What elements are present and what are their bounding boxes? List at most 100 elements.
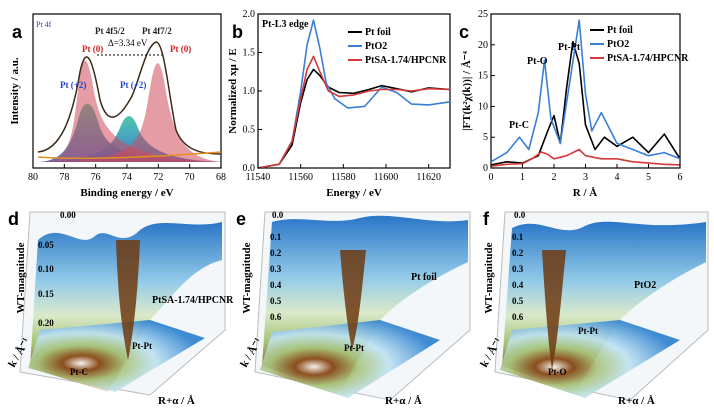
panel-d-wt-surface: 0.00 0.05 0.10 0.15 0.20 WT-magnitude Pt…	[6, 210, 234, 407]
panel-f-ztick-6: 0.6	[512, 312, 524, 322]
panel-letter-d: d	[8, 209, 19, 229]
panel-a-peak-pt2-2	[40, 116, 221, 162]
panel-a-xtick-2: 76	[91, 172, 101, 183]
panel-c-legend-0: Pt foil	[607, 25, 633, 36]
panel-c-xticks: 0 1 2 3 4 5 6	[489, 164, 683, 183]
panel-letter-a: a	[12, 22, 23, 42]
panel-e-peak-ptpt: Pt-Pt	[344, 343, 364, 353]
panel-b-xanes: Pt-L3 edge 11540 11560 11580 11600 11620 0.0…	[227, 9, 451, 199]
panel-b-xtick-0: 11540	[246, 172, 271, 183]
panel-e-ztick-4: 0.4	[270, 280, 282, 290]
panel-a-label-pt0-right: Pt (0)	[170, 44, 191, 54]
panel-d-ztick-2: 0.10	[38, 264, 54, 274]
panel-c-ytick-4: 20	[478, 40, 488, 51]
panel-e-ztick-0: 0.0	[272, 210, 284, 220]
panel-d-peak-ptc: Pt-C	[70, 367, 88, 377]
panel-b-ytick-2: 1.0	[243, 86, 256, 97]
panel-d-sample-label: PtSA-1.74/HPCNR	[152, 295, 234, 306]
panel-c-xtick-0: 0	[489, 172, 494, 183]
panel-a-peak-pt0-1	[40, 60, 221, 162]
panel-b-edge-label: Pt-L3 edge	[262, 19, 309, 30]
panel-a-xtick-4: 72	[153, 172, 163, 183]
panel-e-well	[340, 250, 366, 350]
panel-c-annot-pto: Pt-O	[527, 56, 548, 67]
panel-b-frame	[257, 13, 451, 169]
panel-b-legend-2: PtSA-1.74/HPCNR	[365, 55, 447, 66]
panel-b-yticks: 0.0 0.5 1.0 1.5 2.0	[243, 9, 262, 174]
panel-d-zlabel: WT-magnitude	[15, 242, 27, 313]
panel-a-label-pt4f52: Pt 4f5/2	[95, 26, 125, 36]
panel-c-line-2	[490, 148, 681, 167]
panel-c-exafs: 0 1 2 3 4 5 6 0 5 10 15 20 25 R / Å |FT(k²χ(k))| / …	[461, 9, 689, 199]
panel-c-xtick-5: 5	[646, 172, 651, 183]
panel-a-xps: Pt 4f Pt 4f5/2 Pt 4f7/2 Pt (0) Pt (0) Δ=…	[9, 13, 226, 199]
panel-c-yticks: 0 5 10 15 20 25	[478, 9, 495, 174]
panel-f-ztick-1: 0.1	[512, 232, 524, 242]
panel-a-xtick-6: 68	[216, 172, 226, 183]
panel-a-xtick-0: 80	[28, 172, 38, 183]
panel-f-peak-ptpt: Pt-Pt	[578, 326, 598, 336]
panel-c-ytick-0: 0	[483, 163, 488, 174]
panel-c-xtick-6: 6	[678, 172, 683, 183]
panel-b-ytick-4: 2.0	[243, 9, 256, 20]
panel-f-ztick-0: 0.0	[514, 210, 526, 220]
panel-e-ztick-3: 0.3	[270, 264, 282, 274]
panel-letter-b: b	[232, 22, 243, 42]
panel-f-ztick-5: 0.5	[512, 296, 524, 306]
panel-letter-c: c	[459, 22, 469, 42]
panel-b-legend: Pt foil PtO2 PtSA-1.74/HPCNR	[348, 27, 447, 66]
panel-d-well	[116, 240, 140, 360]
panel-d-ztick-0: 0.00	[60, 210, 76, 220]
panel-c-xtick-1: 1	[520, 172, 525, 183]
panel-a-xlabel: Binding energy / eV	[80, 187, 173, 199]
panel-f-ztick-2: 0.2	[512, 248, 524, 258]
panel-b-line-0	[257, 68, 451, 169]
panel-a-xtick-3: 74	[122, 172, 132, 183]
panel-letter-e: e	[236, 209, 246, 229]
panel-f-wt-surface: 0.0 0.1 0.2 0.3 0.4 0.5 0.6 WT-magnitude…	[478, 210, 709, 407]
panel-b-ytick-1: 0.5	[243, 125, 256, 136]
panel-c-legend: Pt foil PtO2 PtSA-1.74/HPCNR	[590, 25, 689, 64]
panel-f-ztick-4: 0.4	[512, 280, 524, 290]
panel-e-ztick-6: 0.6	[270, 312, 282, 322]
panel-a-xtick-5: 70	[185, 172, 195, 183]
panel-c-ytick-2: 10	[478, 101, 488, 112]
panel-a-xticks: 80 78 76 74 72 70 68	[28, 164, 226, 183]
panel-b-xtick-3: 11600	[374, 172, 399, 183]
panel-c-series	[490, 19, 681, 167]
panel-c-annot-ptpt: Pt-Pt	[558, 42, 581, 53]
panel-b-xtick-2: 11580	[331, 172, 356, 183]
panel-f-floor	[500, 320, 680, 398]
panel-b-ytick-0: 0.0	[243, 163, 256, 174]
panel-a-label-pt2-left: Pt (+2)	[60, 80, 86, 90]
panel-d-ztick-1: 0.05	[38, 240, 54, 250]
panel-d-ztick-3: 0.15	[38, 289, 54, 299]
panel-d-rlabel: R+α / Å	[158, 395, 195, 407]
panel-a-ylabel: Intensity / a.u.	[9, 57, 21, 124]
panel-e-sample-label: Pt foil	[411, 272, 437, 283]
panel-c-legend-1: PtO2	[607, 39, 629, 50]
panel-b-legend-1: PtO2	[365, 41, 387, 52]
panel-a-background	[37, 151, 222, 160]
panel-c-xlabel: R / Å	[573, 187, 598, 199]
panel-a-label-pt4f72: Pt 4f7/2	[142, 26, 172, 36]
panel-d-peak-ptpt: Pt-Pt	[132, 341, 152, 351]
panel-letter-f: f	[483, 209, 490, 229]
panel-c-xtick-2: 2	[552, 172, 557, 183]
panel-a-fit-envelope	[37, 41, 222, 155]
panel-e-wt-surface: 0.0 0.1 0.2 0.3 0.4 0.5 0.6 WT-magnitude…	[238, 210, 471, 407]
panel-a-label-pt0-left: Pt (0)	[82, 44, 103, 54]
panel-f-zlabel: WT-magnitude	[483, 242, 495, 313]
panel-b-ylabel: Normalized xμ / E	[227, 48, 239, 133]
panel-a-label-pt2-right: Pt (+2)	[120, 80, 146, 90]
panel-b-xtick-4: 11620	[416, 172, 441, 183]
panel-b-series	[257, 19, 451, 169]
panel-e-ztick-2: 0.2	[270, 248, 282, 258]
panel-e-ztick-5: 0.5	[270, 296, 282, 306]
panel-e-floor	[260, 320, 440, 398]
panel-a-xtick-1: 78	[59, 172, 69, 183]
panel-a-peak-pt0-2	[40, 63, 221, 162]
panel-c-ytick-5: 25	[478, 9, 488, 20]
panel-c-legend-2: PtSA-1.74/HPCNR	[607, 53, 689, 64]
